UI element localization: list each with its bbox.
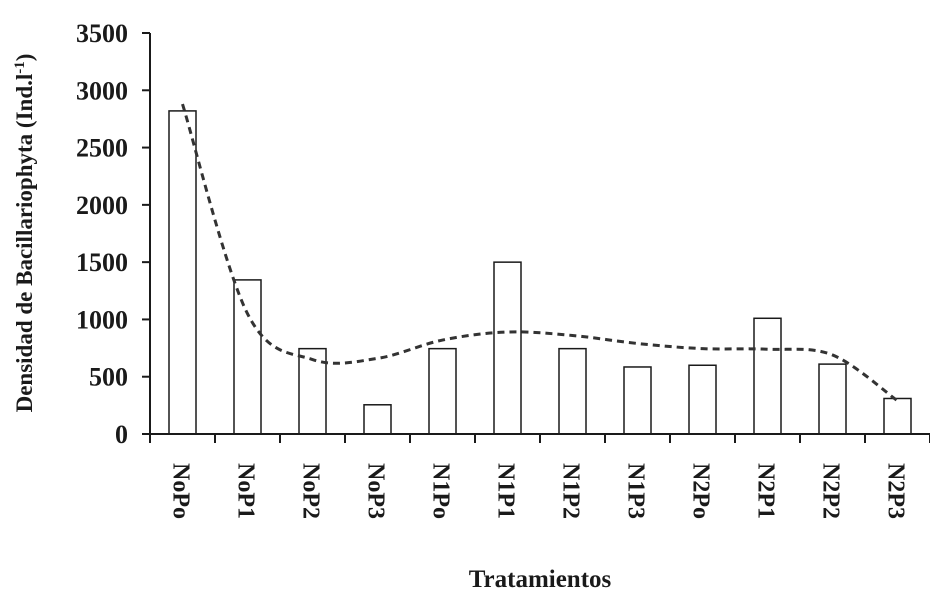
y-tick-label: 1000 (76, 305, 128, 334)
y-axis-title-superscript: -1 (12, 61, 28, 74)
x-tick-label: N1P1 (493, 463, 519, 519)
bar-N2P1 (753, 317, 782, 435)
y-tick-label: 0 (115, 420, 128, 449)
y-axis-title: Densidad de Bacillariophyta (Ind.l-1) (12, 54, 37, 413)
bar-N2P3 (883, 397, 912, 435)
bar-N1P1 (493, 261, 522, 435)
x-tick-label: N1Po (428, 463, 454, 519)
x-axis-labels: NoPo NoP1 NoP2 NoP3 N1Po N1P1 N1P2 N1P3 N2Po N2P1… (168, 463, 909, 519)
y-tick-label: 2500 (76, 134, 128, 163)
bar-N1Po (428, 347, 457, 435)
x-tick-label: N1P2 (558, 463, 584, 519)
bar-NoP1 (233, 279, 262, 435)
y-tick-label: 3500 (76, 19, 128, 48)
bar-N1P2 (558, 347, 587, 435)
bar-NoPo (168, 110, 197, 435)
x-tick-label: N2P2 (818, 463, 844, 519)
y-tick-label: 3000 (76, 76, 128, 105)
x-tick-label: NoP2 (298, 463, 324, 519)
bar-N1P3 (623, 366, 652, 435)
x-tick-label: NoP3 (363, 463, 389, 519)
x-tick-label: N2Po (688, 463, 714, 519)
y-axis-title-suffix: ) (12, 54, 37, 62)
x-axis-ticks (149, 434, 930, 443)
y-axis-title-main: Densidad de Bacillariophyta (Ind.l (12, 74, 37, 413)
bars (168, 110, 912, 435)
y-tick-label: 2000 (76, 191, 128, 220)
x-tick-label: N2P1 (753, 463, 779, 519)
bar-N2P2 (818, 363, 847, 435)
y-tick-label: 1500 (76, 248, 128, 277)
bar-NoP3 (363, 404, 392, 435)
x-axis-title: Tratamientos (469, 566, 612, 591)
x-tick-label: NoPo (168, 463, 194, 519)
y-tick-label: 500 (89, 363, 128, 392)
x-tick-label: NoP1 (233, 463, 259, 519)
bar-N2Po (688, 364, 717, 435)
trend-line (181, 103, 899, 402)
x-tick-label: N1P3 (623, 463, 649, 519)
y-axis-ticks: 0 500 1000 1500 2000 2500 3000 3500 (76, 19, 150, 449)
x-tick-label: N2P3 (883, 463, 909, 519)
